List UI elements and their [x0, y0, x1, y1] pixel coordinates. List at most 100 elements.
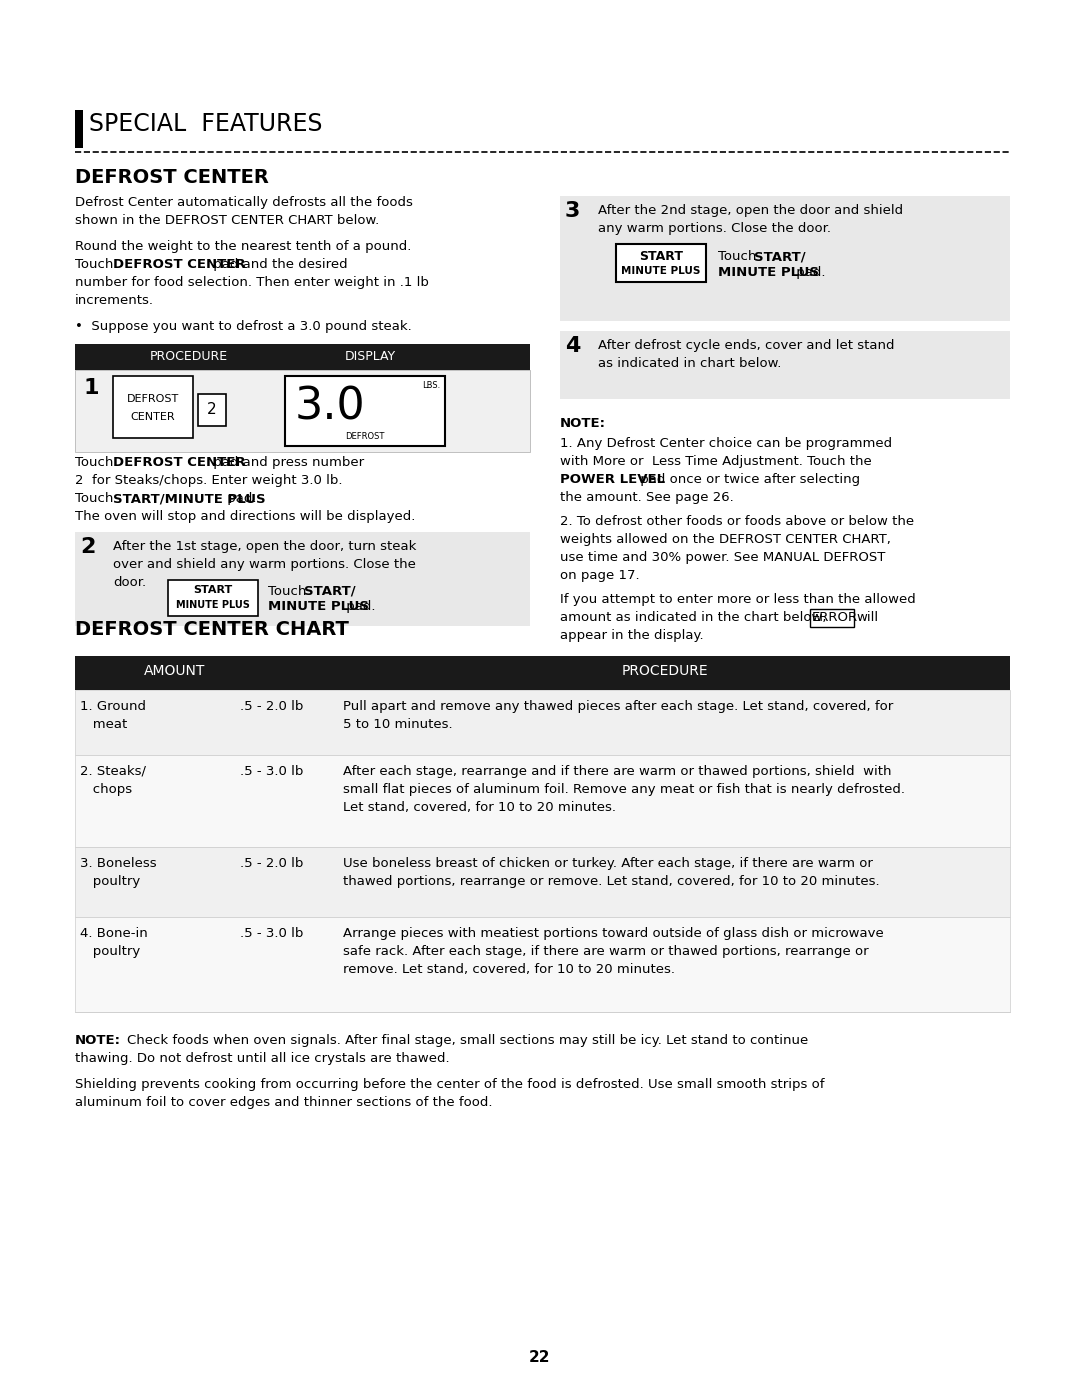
Text: CENTER: CENTER	[131, 412, 175, 422]
Text: 2. Steaks/: 2. Steaks/	[80, 766, 146, 778]
Text: SPECIAL  FEATURES: SPECIAL FEATURES	[89, 112, 323, 136]
Text: amount as indicated in the chart below,: amount as indicated in the chart below,	[561, 610, 831, 624]
Text: Pull apart and remove any thawed pieces after each stage. Let stand, covered, fo: Pull apart and remove any thawed pieces …	[343, 700, 893, 712]
Bar	[75, 110, 83, 148]
Text: thawing. Do not defrost until all ice crystals are thawed.: thawing. Do not defrost until all ice cr…	[75, 1052, 449, 1065]
Text: MINUTE PLUS: MINUTE PLUS	[621, 265, 701, 277]
Bar	[75, 754, 1010, 847]
Text: number for food selection. Then enter weight in .1 lb: number for food selection. Then enter we…	[75, 277, 429, 289]
Text: After each stage, rearrange and if there are warm or thawed portions, shield  wi: After each stage, rearrange and if there…	[343, 766, 891, 778]
Bar	[75, 657, 1010, 690]
Text: The oven will stop and directions will be displayed.: The oven will stop and directions will b…	[75, 510, 416, 522]
Bar	[75, 847, 1010, 916]
Text: chops: chops	[80, 782, 132, 796]
Text: 3: 3	[565, 201, 580, 221]
Text: .5 - 3.0 lb: .5 - 3.0 lb	[240, 766, 303, 778]
Bar	[561, 331, 1010, 400]
Text: small flat pieces of aluminum foil. Remove any meat or fish that is nearly defro: small flat pieces of aluminum foil. Remo…	[343, 782, 905, 796]
Text: shown in the DEFROST CENTER CHART below.: shown in the DEFROST CENTER CHART below.	[75, 214, 379, 226]
Text: 2. To defrost other foods or foods above or below the: 2. To defrost other foods or foods above…	[561, 515, 914, 528]
Text: 1: 1	[83, 379, 98, 398]
Text: 3.0: 3.0	[295, 386, 366, 429]
Bar	[75, 370, 530, 453]
Text: pad.: pad.	[342, 599, 376, 613]
Text: PROCEDURE: PROCEDURE	[150, 351, 228, 363]
Text: Touch: Touch	[718, 250, 760, 263]
Text: Touch: Touch	[75, 258, 118, 271]
Text: Touch: Touch	[268, 585, 311, 598]
Bar	[561, 196, 1010, 321]
Text: 1. Ground: 1. Ground	[80, 700, 146, 712]
Bar	[75, 690, 1010, 754]
Bar	[113, 376, 193, 439]
Text: Round the weight to the nearest tenth of a pound.: Round the weight to the nearest tenth of…	[75, 240, 411, 253]
Text: DEFROST CENTER: DEFROST CENTER	[113, 258, 245, 271]
Text: START: START	[639, 250, 683, 263]
Text: increments.: increments.	[75, 293, 154, 307]
Text: DEFROST CENTER: DEFROST CENTER	[75, 168, 269, 187]
Text: aluminum foil to cover edges and thinner sections of the food.: aluminum foil to cover edges and thinner…	[75, 1097, 492, 1109]
Text: pad once or twice after selecting: pad once or twice after selecting	[636, 474, 860, 486]
Bar	[75, 916, 1010, 1011]
Text: as indicated in chart below.: as indicated in chart below.	[598, 358, 781, 370]
Text: If you attempt to enter more or less than the allowed: If you attempt to enter more or less tha…	[561, 592, 916, 606]
Text: appear in the display.: appear in the display.	[561, 629, 704, 643]
Text: remove. Let stand, covered, for 10 to 20 minutes.: remove. Let stand, covered, for 10 to 20…	[343, 963, 675, 977]
Text: Defrost Center automatically defrosts all the foods: Defrost Center automatically defrosts al…	[75, 196, 413, 210]
Text: DEFROST CENTER: DEFROST CENTER	[113, 455, 245, 469]
Text: Arrange pieces with meatiest portions toward outside of glass dish or microwave: Arrange pieces with meatiest portions to…	[343, 928, 883, 940]
Text: pad.: pad.	[792, 265, 825, 279]
Text: door.: door.	[113, 576, 146, 590]
Text: meat: meat	[80, 718, 127, 731]
Text: Let stand, covered, for 10 to 20 minutes.: Let stand, covered, for 10 to 20 minutes…	[343, 800, 616, 814]
Text: START/: START/	[303, 585, 355, 598]
Text: 3. Boneless: 3. Boneless	[80, 856, 157, 870]
Text: Use boneless breast of chicken or turkey. After each stage, if there are warm or: Use boneless breast of chicken or turkey…	[343, 856, 873, 870]
Text: POWER LEVEL: POWER LEVEL	[561, 474, 665, 486]
Text: NOTE:: NOTE:	[561, 416, 606, 430]
Text: use time and 30% power. See MANUAL DEFROST: use time and 30% power. See MANUAL DEFRO…	[561, 550, 886, 564]
Text: After the 1st stage, open the door, turn steak: After the 1st stage, open the door, turn…	[113, 541, 417, 553]
Text: poultry: poultry	[80, 944, 140, 958]
Text: NOTE:: NOTE:	[75, 1034, 121, 1046]
Text: MINUTE PLUS: MINUTE PLUS	[718, 265, 819, 279]
Text: over and shield any warm portions. Close the: over and shield any warm portions. Close…	[113, 557, 416, 571]
Text: pad and press number: pad and press number	[210, 455, 364, 469]
Text: Touch: Touch	[75, 455, 118, 469]
Text: •  Suppose you want to defrost a 3.0 pound steak.: • Suppose you want to defrost a 3.0 poun…	[75, 320, 411, 332]
Text: 5 to 10 minutes.: 5 to 10 minutes.	[343, 718, 453, 731]
Text: DISPLAY: DISPLAY	[345, 351, 396, 363]
Text: weights allowed on the DEFROST CENTER CHART,: weights allowed on the DEFROST CENTER CH…	[561, 534, 891, 546]
Text: LBS.: LBS.	[422, 381, 440, 390]
Text: ERROR: ERROR	[812, 610, 859, 624]
Text: safe rack. After each stage, if there are warm or thawed portions, rearrange or: safe rack. After each stage, if there ar…	[343, 944, 868, 958]
Text: START/: START/	[754, 250, 806, 263]
Text: AMOUNT: AMOUNT	[145, 664, 205, 678]
Text: any warm portions. Close the door.: any warm portions. Close the door.	[598, 222, 831, 235]
Bar	[810, 609, 854, 627]
Text: .5 - 2.0 lb: .5 - 2.0 lb	[240, 700, 303, 712]
Text: Shielding prevents cooking from occurring before the center of the food is defro: Shielding prevents cooking from occurrin…	[75, 1078, 824, 1091]
Text: MINUTE PLUS: MINUTE PLUS	[268, 599, 369, 613]
Text: START: START	[193, 585, 232, 595]
Text: 2  for Steaks/chops. Enter weight 3.0 lb.: 2 for Steaks/chops. Enter weight 3.0 lb.	[75, 474, 342, 488]
Bar	[198, 394, 226, 426]
Bar	[168, 580, 258, 616]
Text: After the 2nd stage, open the door and shield: After the 2nd stage, open the door and s…	[598, 204, 903, 217]
Text: DEFROST CENTER CHART: DEFROST CENTER CHART	[75, 620, 349, 638]
Text: PROCEDURE: PROCEDURE	[622, 664, 708, 678]
Text: Touch: Touch	[75, 492, 118, 504]
Text: 1. Any Defrost Center choice can be programmed: 1. Any Defrost Center choice can be prog…	[561, 437, 892, 450]
Text: MINUTE PLUS: MINUTE PLUS	[176, 599, 249, 610]
Text: 22: 22	[529, 1350, 551, 1365]
Text: thawed portions, rearrange or remove. Let stand, covered, for 10 to 20 minutes.: thawed portions, rearrange or remove. Le…	[343, 875, 879, 888]
Text: DEFROST: DEFROST	[346, 432, 384, 441]
Text: 2: 2	[207, 402, 217, 416]
Bar	[616, 244, 706, 282]
Text: pad.: pad.	[222, 492, 257, 504]
Text: 4. Bone-in: 4. Bone-in	[80, 928, 148, 940]
Text: .5 - 3.0 lb: .5 - 3.0 lb	[240, 928, 303, 940]
Text: the amount. See page 26.: the amount. See page 26.	[561, 490, 733, 504]
Text: will: will	[856, 610, 878, 624]
Text: pad and the desired: pad and the desired	[210, 258, 348, 271]
